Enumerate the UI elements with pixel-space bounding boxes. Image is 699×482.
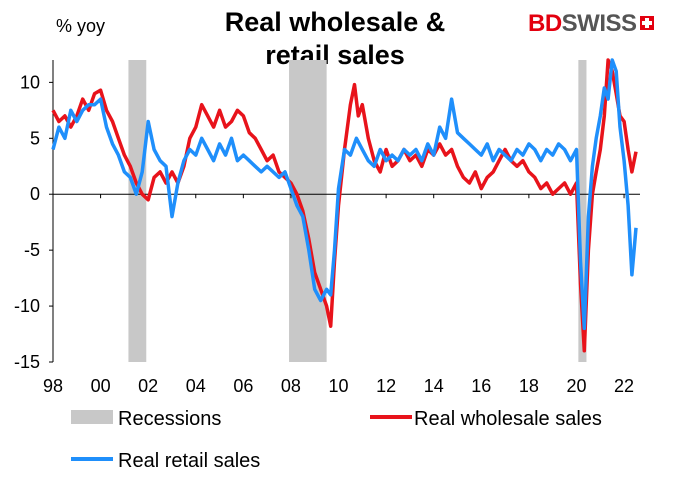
x-tick-label: 16 xyxy=(471,376,491,396)
x-tick-label: 08 xyxy=(281,376,301,396)
y-tick-label: -15 xyxy=(14,352,40,372)
chart-title-line1: Real wholesale & xyxy=(224,7,446,37)
recession-band-1 xyxy=(289,60,327,362)
x-tick-label: 04 xyxy=(186,376,206,396)
x-tick-label: 06 xyxy=(233,376,253,396)
x-tick-label: 12 xyxy=(376,376,396,396)
y-tick-label: 0 xyxy=(30,184,40,204)
legend-wholesale-label: Real wholesale sales xyxy=(414,408,602,430)
y-tick-label: -5 xyxy=(24,240,40,260)
chart-title: Real wholesale & retail sales xyxy=(150,6,520,72)
y-tick-label: -10 xyxy=(14,296,40,316)
x-tick-label: 98 xyxy=(43,376,63,396)
x-tick-label: 14 xyxy=(424,376,444,396)
x-tick-label: 22 xyxy=(614,376,634,396)
x-tick-label: 20 xyxy=(566,376,586,396)
brand-name-part2: SWISS xyxy=(561,10,637,37)
series-line-real-wholesale-sales xyxy=(51,58,638,353)
x-tick-label: 02 xyxy=(138,376,158,396)
x-tick-label: 18 xyxy=(519,376,539,396)
legend-recessions-swatch xyxy=(71,410,113,424)
series-line-real-retail-sales xyxy=(51,58,638,331)
legend-recessions-label: Recessions xyxy=(118,408,221,430)
recession-band-0 xyxy=(128,60,147,362)
x-tick-label: 10 xyxy=(329,376,349,396)
swiss-cross-icon xyxy=(639,16,654,30)
y-tick-label: 5 xyxy=(30,128,40,148)
brand-logo: BDSWISS xyxy=(528,10,654,38)
chart-title-line2: retail sales xyxy=(265,40,405,70)
brand-name-part1: BD xyxy=(528,10,562,37)
recession-band-2 xyxy=(578,60,587,362)
legend-retail-label: Real retail sales xyxy=(118,450,260,472)
y-tick-label: 10 xyxy=(20,72,40,92)
legend: Recessions Real wholesale sales Real retai… xyxy=(71,408,602,472)
y-axis-unit-label: % yoy xyxy=(56,16,106,36)
x-tick-label: 00 xyxy=(91,376,111,396)
